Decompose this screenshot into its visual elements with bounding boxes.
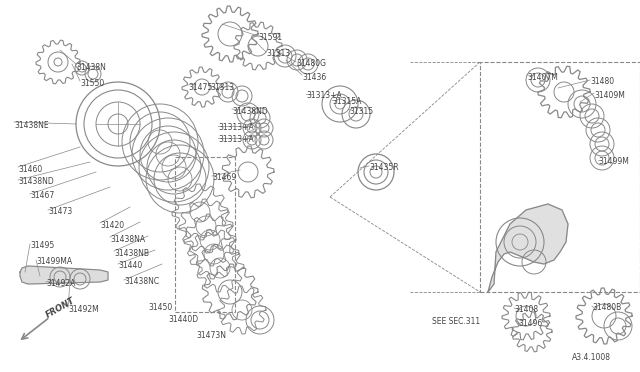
Text: SEE SEC.311: SEE SEC.311	[432, 317, 480, 327]
Text: 31313: 31313	[266, 49, 290, 58]
Text: 31450: 31450	[148, 302, 172, 311]
Text: 31467: 31467	[30, 192, 54, 201]
Text: 31440: 31440	[118, 262, 142, 270]
Text: 31440D: 31440D	[168, 315, 198, 324]
Text: 31438NA: 31438NA	[110, 234, 145, 244]
Text: 31313+A: 31313+A	[306, 92, 342, 100]
Bar	[480, 62, 640, 292]
Text: 31438NC: 31438NC	[124, 278, 159, 286]
Text: 31407M: 31407M	[527, 73, 558, 81]
Text: A3.4.1008: A3.4.1008	[572, 353, 611, 362]
Bar	[175, 157, 235, 312]
Text: 31495: 31495	[30, 241, 54, 250]
Text: 31591: 31591	[258, 33, 282, 42]
Text: 31315A: 31315A	[332, 97, 362, 106]
Polygon shape	[488, 204, 568, 292]
Text: 31499M: 31499M	[598, 157, 629, 167]
Text: 31436: 31436	[302, 73, 326, 81]
Text: 31492A: 31492A	[46, 279, 76, 289]
Text: 31475: 31475	[188, 83, 212, 92]
Text: 31420: 31420	[100, 221, 124, 230]
Text: 31409M: 31409M	[594, 90, 625, 99]
Text: 31313: 31313	[210, 83, 234, 92]
Text: 31480: 31480	[590, 77, 614, 87]
Text: 31438NE: 31438NE	[14, 121, 49, 129]
Text: 31438ND: 31438ND	[18, 177, 54, 186]
Text: 31315: 31315	[349, 106, 373, 115]
Text: 31496: 31496	[518, 320, 542, 328]
Polygon shape	[20, 266, 108, 284]
Text: 31460: 31460	[18, 166, 42, 174]
Text: 31473: 31473	[48, 208, 72, 217]
Text: FRONT: FRONT	[44, 296, 76, 320]
Text: 31550: 31550	[80, 80, 104, 89]
Text: 31499MA: 31499MA	[36, 257, 72, 266]
Text: 31480G: 31480G	[296, 60, 326, 68]
Text: 31313+A: 31313+A	[218, 135, 253, 144]
Text: 31473N: 31473N	[196, 330, 226, 340]
Text: 31408: 31408	[514, 305, 538, 314]
Text: 31492M: 31492M	[68, 305, 99, 314]
Text: 31480B: 31480B	[592, 304, 621, 312]
Text: 31438N: 31438N	[76, 62, 106, 71]
Text: 31438NB: 31438NB	[114, 248, 149, 257]
Text: 31313+A: 31313+A	[218, 124, 253, 132]
Text: 31438ND: 31438ND	[232, 106, 268, 115]
Text: 31435R: 31435R	[369, 164, 399, 173]
Text: 31469: 31469	[212, 173, 236, 183]
